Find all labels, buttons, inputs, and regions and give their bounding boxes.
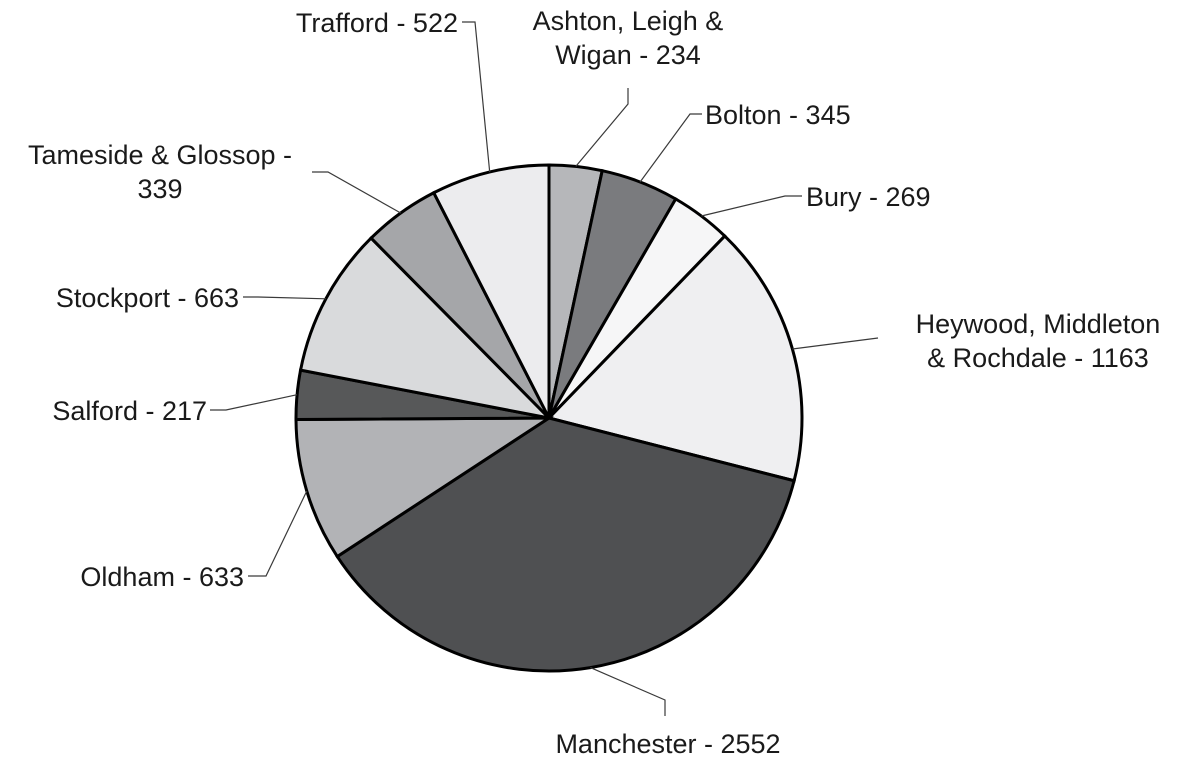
slice-label-ashton-leigh-wigan: Ashton, Leigh & Wigan - 234 (533, 6, 724, 70)
slice-label-line: Wigan - 234 (555, 40, 701, 70)
slice-label-line: Stockport - 663 (56, 283, 239, 313)
slice-label-stockport: Stockport - 663 (56, 283, 239, 313)
leader-line-salford (210, 394, 298, 411)
slice-label-line: & Rochdale - 1163 (927, 343, 1149, 373)
slice-label-line: Salford - 217 (52, 396, 207, 426)
slice-label-line: Ashton, Leigh & (533, 6, 724, 36)
slice-label-tameside-glossop: Tameside & Glossop - 339 (28, 140, 292, 204)
slice-label-trafford: Trafford - 522 (296, 8, 458, 38)
pie-slice-trafford (431, 163, 551, 419)
leader-line-ashton-leigh-wigan (575, 88, 629, 167)
slice-label-line: Oldham - 633 (80, 562, 244, 592)
slice-label-salford: Salford - 217 (52, 396, 207, 426)
slice-label-line: Heywood, Middleton (916, 309, 1161, 339)
pie-slice-heywood-middleton-rochdale (546, 233, 804, 483)
slice-label-line: 339 (137, 174, 182, 204)
slice-label-oldham: Oldham - 633 (80, 562, 244, 592)
leader-line-bury (701, 195, 802, 217)
leader-lines-layer (210, 21, 879, 716)
slice-label-line: Trafford - 522 (296, 8, 458, 38)
leader-line-bolton (639, 113, 702, 183)
slice-label-heywood-middleton-rochdale: Heywood, Middleton & Rochdale - 1163 (916, 309, 1161, 373)
leader-line-tameside-glossop (312, 171, 401, 214)
pie-slice-oldham (294, 416, 555, 559)
slice-label-line: Bolton - 345 (705, 100, 851, 130)
leader-line-stockport (243, 296, 326, 300)
slice-label-line: Manchester - 2552 (555, 729, 780, 759)
slice-label-bolton: Bolton - 345 (705, 100, 851, 130)
pie-slice-manchester (335, 416, 796, 673)
slice-label-manchester: Manchester - 2552 (555, 729, 780, 759)
slice-label-line: Tameside & Glossop - (28, 140, 292, 170)
leader-line-manchester (590, 667, 666, 716)
slices-layer (294, 163, 804, 673)
slice-label-line: Bury - 269 (806, 182, 931, 212)
leader-line-oldham (248, 490, 308, 577)
slice-label-bury: Bury - 269 (806, 182, 931, 212)
leader-line-heywood-middleton-rochdale (792, 337, 879, 350)
leader-line-trafford (462, 21, 491, 173)
